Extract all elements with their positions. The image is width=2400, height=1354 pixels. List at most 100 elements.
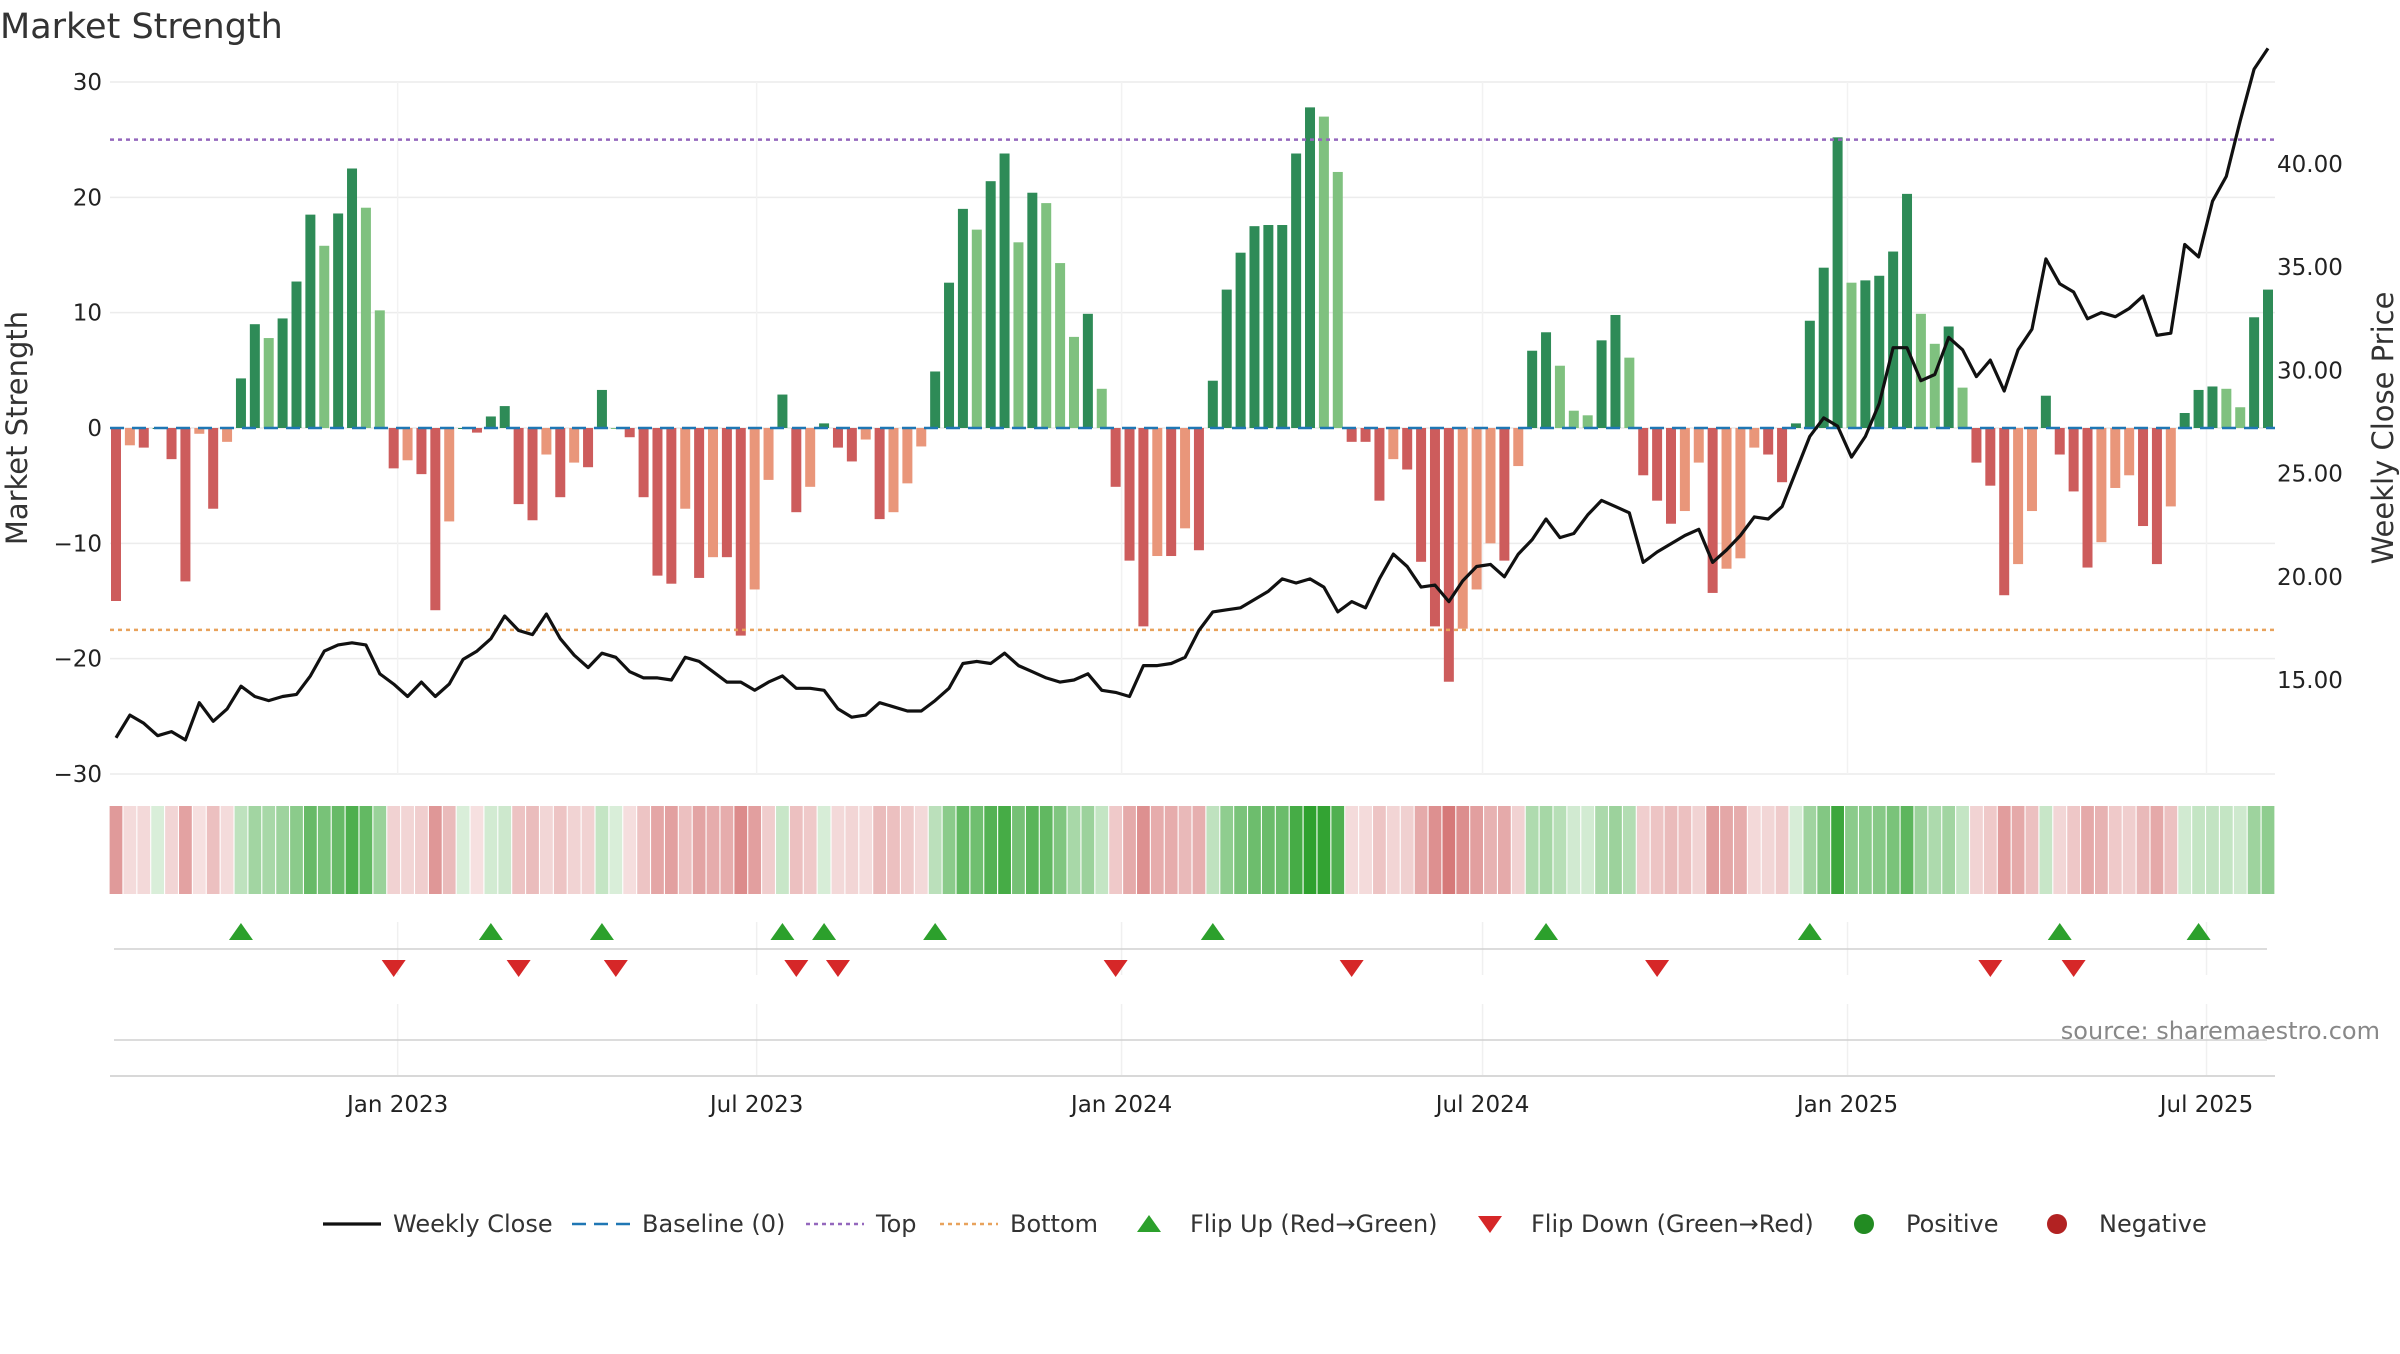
strength-bar — [1332, 171, 1343, 428]
strength-bar — [513, 428, 524, 505]
heat-cell — [512, 806, 526, 894]
heat-cell — [165, 806, 178, 894]
heat-cell — [762, 806, 775, 894]
strength-bar — [2082, 428, 2093, 568]
heat-cell — [942, 806, 956, 894]
heat-cell — [1983, 806, 1997, 894]
strength-bar — [569, 428, 580, 463]
legend-label: Flip Up (Red→Green) — [1190, 1210, 1438, 1238]
strength-bar — [1110, 428, 1121, 487]
heat-cell — [2261, 806, 2275, 894]
heat-cell — [456, 806, 470, 894]
strength-bar — [416, 428, 427, 475]
heat-cell — [1428, 806, 1442, 894]
strength-bar — [971, 229, 982, 428]
legend-label: Top — [875, 1210, 917, 1238]
strength-bar — [2054, 428, 2065, 455]
flip-down-marker — [825, 960, 850, 977]
strength-bar — [485, 416, 496, 428]
heat-cell — [1511, 806, 1525, 894]
heat-cell — [1442, 806, 1456, 894]
strength-bar — [2151, 428, 2162, 565]
strength-bar — [1013, 242, 1024, 428]
heat-cell — [984, 806, 998, 894]
strength-bar — [1124, 428, 1135, 561]
heat-cell — [540, 806, 553, 894]
heat-cell — [123, 806, 137, 894]
heat-cell — [789, 806, 803, 894]
strength-bar — [1180, 428, 1191, 529]
flip-down-marker — [1978, 960, 2003, 977]
strength-bar — [1457, 428, 1468, 629]
strength-bar — [708, 428, 719, 558]
heat-cell — [1581, 806, 1595, 894]
heat-cell — [1845, 806, 1858, 894]
strength-bar — [541, 428, 552, 455]
heat-cell — [234, 806, 248, 894]
strength-bar — [111, 428, 121, 601]
strength-bar — [1693, 428, 1704, 463]
strength-bar — [791, 428, 802, 513]
heat-cell — [428, 806, 442, 894]
heat-cell — [1109, 806, 1123, 894]
y-tick-label: 10 — [73, 301, 102, 327]
heat-cell — [1456, 806, 1470, 894]
heat-cell — [1539, 806, 1553, 894]
strength-bar — [1846, 282, 1857, 428]
strength-bar — [1374, 428, 1385, 501]
strength-bar — [1610, 314, 1621, 428]
strength-bar — [999, 153, 1010, 429]
heat-cell — [748, 806, 762, 894]
heat-cell — [1192, 806, 1206, 894]
legend-label: Weekly Close — [393, 1210, 553, 1238]
heat-cell — [1137, 806, 1150, 894]
flip-up-marker — [2186, 923, 2211, 940]
heat-cell — [206, 806, 220, 894]
strength-bar — [1541, 332, 1552, 428]
strength-bar — [471, 428, 482, 433]
legend-label: Negative — [2099, 1210, 2207, 1238]
heat-cell — [345, 806, 359, 894]
heat-cell — [1567, 806, 1581, 894]
heat-cell — [303, 806, 317, 894]
heat-cell — [651, 806, 664, 894]
x-tick-label: Jan 2024 — [1069, 1092, 1172, 1118]
strength-bar — [1763, 428, 1774, 455]
strength-bar — [1193, 428, 1204, 551]
heat-cell — [1150, 806, 1164, 894]
strength-bar — [2207, 386, 2218, 428]
strength-bar — [846, 428, 857, 462]
heat-cell — [734, 806, 748, 894]
heat-cell — [192, 806, 206, 894]
strength-bar — [763, 428, 774, 480]
heat-cell — [1470, 806, 1484, 894]
strength-bar — [1055, 263, 1066, 428]
flip-down-marker — [1339, 960, 1364, 977]
flip-up-marker — [1797, 923, 1822, 940]
strength-bar — [1554, 365, 1565, 428]
heat-cell — [859, 806, 873, 894]
strength-bar — [277, 318, 288, 428]
strength-bar — [166, 428, 177, 460]
heat-cell — [664, 806, 678, 894]
heat-cell — [2081, 806, 2094, 894]
y-axis-ticks: 30 20 10 0 −10 −20 −30 — [53, 70, 102, 788]
strength-bar — [333, 213, 344, 428]
heat-cell — [2206, 806, 2219, 894]
flip-up-marker — [589, 923, 614, 940]
strength-bar — [832, 428, 843, 448]
strength-bar — [860, 428, 871, 440]
strength-bar — [1735, 428, 1746, 559]
strength-bar — [360, 207, 371, 428]
strength-bar — [2040, 395, 2051, 428]
y-tick-label: 30 — [73, 70, 102, 96]
heat-cell — [1012, 806, 1025, 894]
strength-bar — [1346, 428, 1357, 442]
heat-cell — [1609, 806, 1622, 894]
strength-bar — [1513, 428, 1524, 467]
strength-bar — [138, 428, 149, 448]
heat-cell — [623, 806, 637, 894]
strength-bar — [2026, 428, 2037, 512]
strength-bar — [1138, 428, 1149, 627]
heat-cell — [359, 806, 373, 894]
